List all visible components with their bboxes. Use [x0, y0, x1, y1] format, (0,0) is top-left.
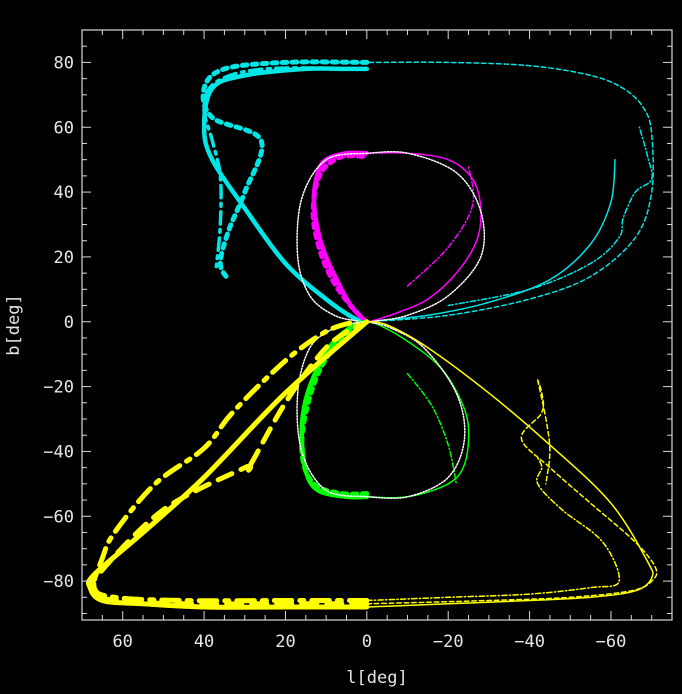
series-line-17	[366, 320, 466, 500]
x-tick-label: 0	[362, 632, 372, 652]
series-line-24	[536, 379, 551, 485]
series-line-3	[366, 158, 616, 323]
series-line-4	[284, 61, 654, 323]
series-line-20	[91, 319, 370, 604]
y-tick-label: 0	[64, 313, 74, 333]
y-tick-label: 80	[54, 53, 74, 73]
series-line-19	[88, 322, 370, 607]
y-tick-label: −20	[43, 378, 74, 398]
x-tick-label: −40	[514, 632, 545, 652]
y-axis-label: b[deg]	[4, 294, 24, 355]
series-line-23	[366, 457, 621, 602]
y-tick-label: −40	[43, 442, 74, 462]
x-tick-label: −60	[596, 632, 627, 652]
x-tick-label: 40	[194, 632, 214, 652]
series-line-11	[366, 150, 486, 323]
series-line-10	[296, 152, 368, 323]
series-line-5	[447, 126, 653, 307]
series-line-21	[366, 321, 654, 608]
series-line-2	[202, 66, 369, 269]
series-line-16	[296, 320, 368, 498]
y-tick-label: 60	[54, 118, 74, 138]
series-line-14	[366, 321, 470, 499]
x-axis: 60 40 20 0 −20 −40 −60	[81, 30, 673, 652]
data-curves	[85, 59, 658, 610]
series-line-15	[406, 372, 458, 485]
x-axis-label: l[deg]	[346, 668, 407, 688]
series-line-7	[310, 153, 366, 321]
series-line-9	[406, 165, 475, 287]
y-tick-label: 40	[54, 183, 74, 203]
y-tick-label: −80	[43, 572, 74, 592]
y-axis: 80 60 40 20 0 −20 −40 −60 −80	[43, 29, 672, 615]
plot-frame	[81, 29, 673, 621]
series-line-22	[366, 379, 658, 605]
series-line-8	[366, 151, 482, 323]
series-line-1	[200, 59, 370, 283]
x-tick-label: 20	[275, 632, 295, 652]
y-tick-label: 20	[54, 248, 74, 268]
x-tick-label: −20	[433, 632, 464, 652]
x-tick-label: 60	[112, 632, 132, 652]
y-tick-label: −60	[43, 507, 74, 527]
